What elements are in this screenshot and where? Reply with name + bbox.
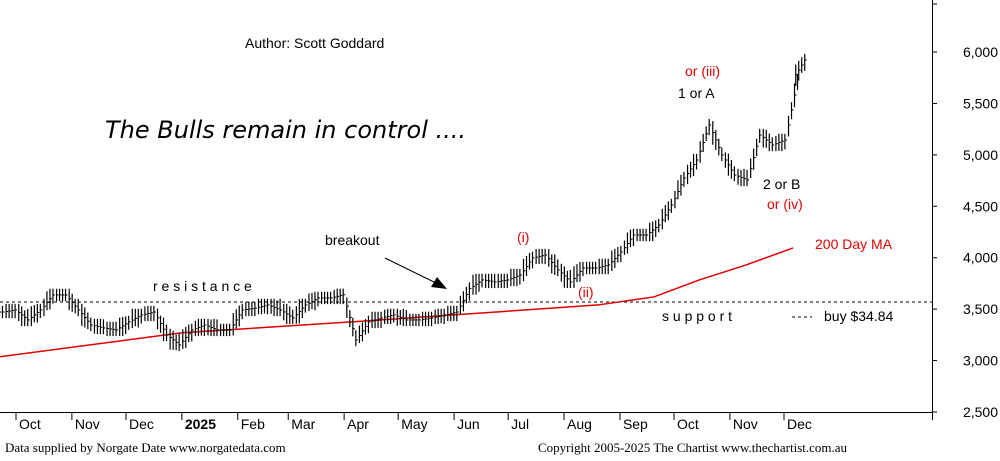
y-tick-label: 2,500 bbox=[963, 404, 998, 420]
buy-label: buy $34.84 bbox=[824, 308, 894, 324]
y-tick-label: 4,000 bbox=[963, 250, 998, 266]
y-tick-label: 6,000 bbox=[963, 44, 998, 60]
x-tick-label: Apr bbox=[347, 416, 369, 432]
y-tick-label: 5,500 bbox=[963, 95, 998, 111]
x-tick-label: Jul bbox=[511, 416, 529, 432]
x-tick-label: Dec bbox=[129, 416, 154, 432]
x-tick-label: Mar bbox=[291, 416, 315, 432]
y-tick-label: 3,000 bbox=[963, 353, 998, 369]
wave-2b-label: 2 or B bbox=[763, 176, 801, 192]
x-tick-label: Nov bbox=[733, 416, 758, 432]
ma-legend-label: 200 Day MA bbox=[815, 236, 893, 252]
y-tick-label: 3,500 bbox=[963, 301, 998, 317]
chart-title: The Bulls remain in control .... bbox=[105, 116, 467, 144]
footer-data-source: Data supplied by Norgate Date www.norgat… bbox=[5, 440, 286, 455]
wave-i-label: (i) bbox=[517, 229, 530, 245]
ma-line bbox=[0, 247, 794, 358]
x-tick-label: Sep bbox=[623, 416, 648, 432]
breakout-arrow-head bbox=[431, 277, 447, 289]
x-tick-label: Aug bbox=[567, 416, 592, 432]
x-tick-label: Nov bbox=[75, 416, 100, 432]
y-tick-label: 4,500 bbox=[963, 198, 998, 214]
x-tick-label: Dec bbox=[787, 416, 812, 432]
author: Author: Scott Goddard bbox=[245, 35, 385, 51]
x-tick-label: Feb bbox=[241, 416, 265, 432]
breakout-label: breakout bbox=[325, 232, 380, 248]
x-tick-label: Jun bbox=[457, 416, 480, 432]
wave-iii-label: or (iii) bbox=[685, 63, 720, 79]
resistance-label: r e s i s t a n c e bbox=[153, 278, 252, 294]
footer-copyright: Copyright 2005-2025 The Chartist www.the… bbox=[538, 440, 848, 455]
x-tick-label: 2025 bbox=[185, 416, 216, 432]
x-tick-label: Oct bbox=[19, 416, 41, 432]
wave-iv-label: or (iv) bbox=[767, 196, 803, 212]
support-label: s u p p o r t bbox=[662, 308, 733, 324]
breakout-arrow bbox=[384, 257, 441, 286]
x-tick-label: Oct bbox=[677, 416, 699, 432]
y-tick-label: 5,000 bbox=[963, 147, 998, 163]
x-tick-label: May bbox=[401, 416, 427, 432]
wave-1a-label: 1 or A bbox=[678, 85, 715, 101]
wave-ii-label: (ii) bbox=[578, 284, 594, 300]
